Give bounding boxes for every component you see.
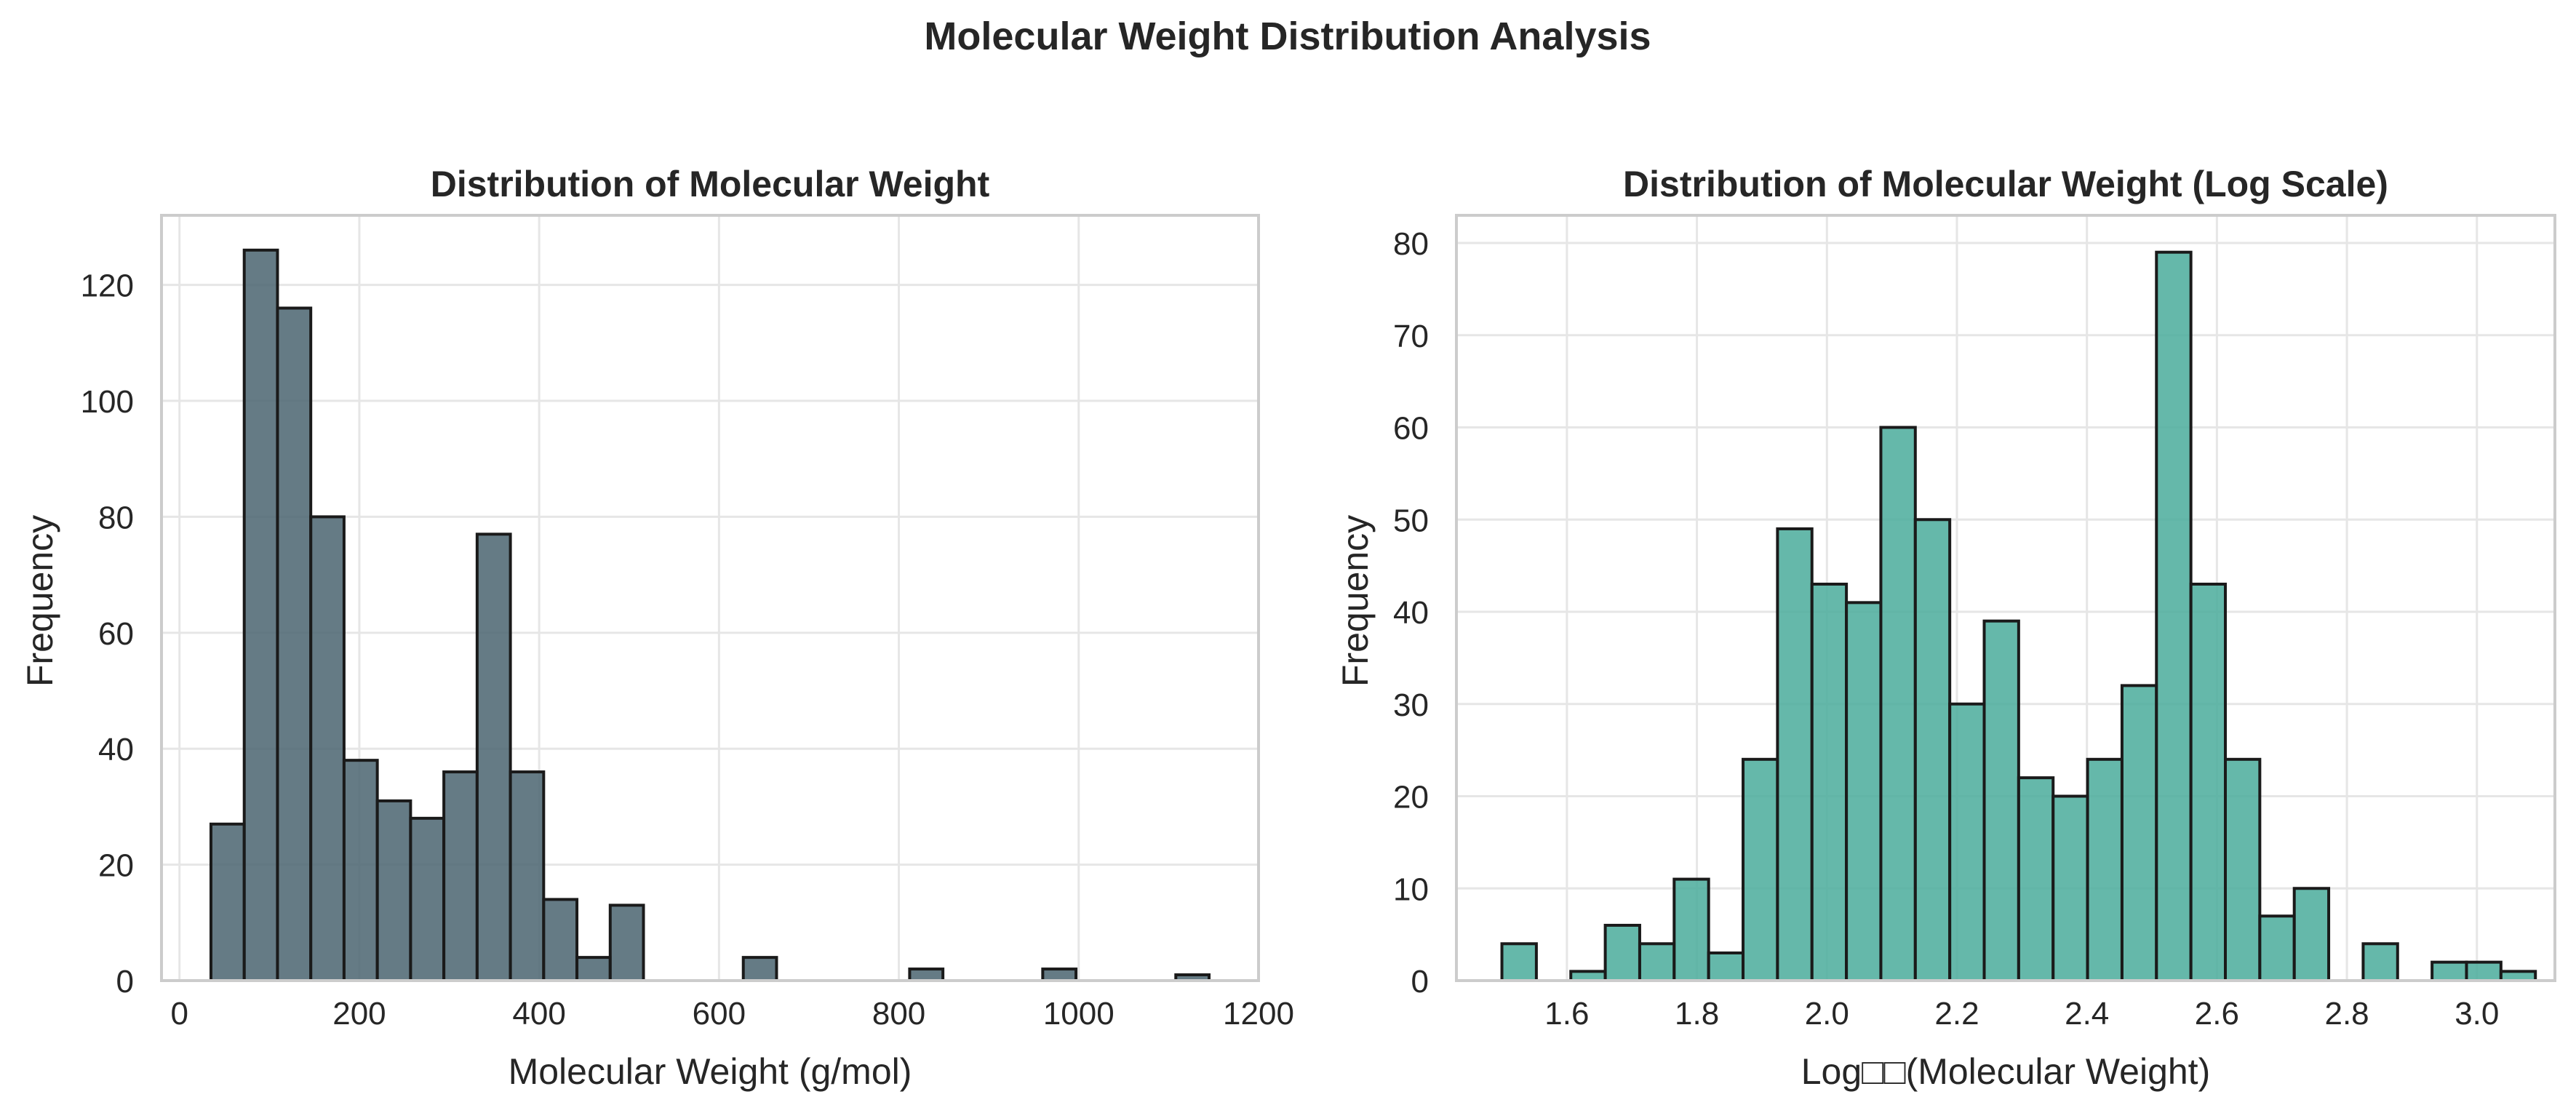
x-axis-label: Molecular Weight (g/mol) [509,1051,912,1092]
y-tick-label: 20 [1393,780,1429,815]
y-tick-label: 40 [1393,595,1429,631]
histogram-bar [1845,601,1883,982]
histogram-log: Distribution of Molecular Weight (Log Sc… [1335,164,2556,1092]
histogram-bar [209,822,246,983]
x-tick-label: 0 [170,996,188,1032]
histogram-bar [242,248,279,982]
y-tick-label: 70 [1393,319,1429,354]
x-axis-label: Log□□(Molecular Weight) [1801,1051,2210,1092]
histogram-bar [2017,776,2055,982]
x-tick-label: 1.6 [1544,996,1589,1032]
x-tick-label: 1200 [1223,996,1294,1032]
plot-frame [160,214,1260,982]
histogram-bar [2086,757,2124,983]
histogram-bar [1041,968,1078,982]
y-tick-label: 30 [1393,687,1429,723]
y-tick-label: 50 [1393,503,1429,538]
y-tick-label: 100 [81,384,134,420]
x-tick-label: 1.8 [1675,996,1719,1032]
x-tick-label: 600 [693,996,746,1032]
histogram-bar [542,898,579,982]
x-tick-label: 2.0 [1805,996,1849,1032]
histogram-bar [2224,757,2262,983]
histogram-bar [1776,527,1814,982]
histogram-bar [2155,250,2193,982]
y-tick-label: 10 [1393,871,1429,907]
x-tick-label: 2.4 [2065,996,2109,1032]
histogram-bar [409,816,446,983]
plot-area [160,214,1260,983]
histogram-bar [2189,582,2228,982]
x-tick-label: 800 [872,996,925,1032]
y-tick-label: 0 [116,964,134,1000]
histogram-bar [2051,794,2089,982]
histogram-bar [1707,951,1745,983]
figure-title: Molecular Weight Distribution Analysis [924,15,1651,58]
histogram-bar [442,770,479,983]
histogram-bar [1500,942,1538,982]
histogram-bar [2258,914,2296,982]
y-tick-label: 20 [98,848,134,884]
chart-title: Distribution of Molecular Weight (Log Sc… [1623,164,2388,204]
y-tick-label: 60 [1393,411,1429,447]
histogram-bar [509,770,546,983]
histogram-bar [2465,960,2503,983]
histogram-bar [1982,619,2020,983]
histogram-bar [1638,942,1676,982]
plot-frame [1455,214,2556,982]
histogram-bar [2292,887,2331,983]
chart-title: Distribution of Molecular Weight [431,164,990,204]
histogram-bar [1879,426,1917,982]
x-tick-label: 1000 [1043,996,1114,1032]
histogram-bar [276,306,313,982]
y-axis-label: Frequency [1335,515,1376,687]
histogram-bar [1742,757,1779,983]
histogram-bar [375,799,412,983]
histogram-bar [608,903,645,982]
x-tick-label: 200 [332,996,386,1032]
histogram-bar [741,956,778,983]
histogram-bar [1810,582,1849,982]
histogram-bar [1603,923,1641,982]
x-tick-label: 2.6 [2195,996,2239,1032]
y-axis-label: Frequency [20,515,60,687]
y-tick-label: 80 [1393,226,1429,262]
x-tick-label: 2.2 [1934,996,1979,1032]
x-tick-label: 2.8 [2324,996,2369,1032]
histogram-bar [342,759,379,982]
plot-area [1455,214,2556,983]
y-tick-label: 80 [98,500,134,535]
histogram-bar [575,956,612,983]
histogram-bar [309,515,346,982]
y-tick-label: 60 [98,616,134,652]
histogram-bar [908,968,945,982]
histogram-bar [2361,942,2399,982]
histogram-linear: Distribution of Molecular Weight Molecul… [20,164,1294,1092]
y-tick-label: 40 [98,732,134,767]
histogram-bar [475,532,512,982]
bars [209,248,1211,983]
x-tick-label: 400 [512,996,565,1032]
y-tick-label: 0 [1411,964,1429,1000]
x-tick-label: 3.0 [2455,996,2499,1032]
y-tick-label: 120 [81,268,134,304]
histogram-bar [2120,684,2158,983]
histogram-bar [2431,960,2468,983]
histogram-bar [1672,877,1710,983]
histogram-bar [1913,518,1952,982]
histogram-bar [1948,702,1986,982]
